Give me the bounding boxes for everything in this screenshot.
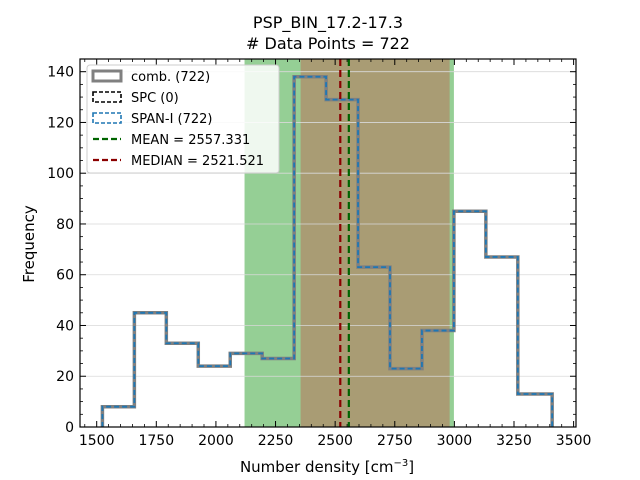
- legend-label: comb. (722): [131, 70, 210, 85]
- legend-label: SPAN-I (722): [131, 112, 213, 127]
- plot-frame: [79, 58, 577, 428]
- x-tick-label-3250: 3250: [496, 433, 532, 449]
- legend-item-span-i: SPAN-I (722): [92, 112, 213, 127]
- y-tick-label-0: 0: [65, 420, 74, 436]
- x-tick-label-2500: 2500: [317, 433, 353, 449]
- y-tick-label-120: 120: [47, 115, 74, 131]
- chart-title-line-1: PSP_BIN_17.2-17.3: [253, 13, 403, 33]
- shaded-region-2: [300, 59, 450, 427]
- y-tick-label-40: 40: [56, 318, 74, 334]
- x-tick-labels: 1500 1750 2000 2250 2500 2750 3000 3250 3500: [79, 433, 592, 449]
- x-tick-label-2000: 2000: [198, 433, 234, 449]
- x-tick-label-2250: 2250: [258, 433, 294, 449]
- x-axis-label: Number density [cm−3]: [240, 458, 414, 476]
- legend-swatch: [92, 112, 122, 124]
- x-tick-label-3500: 3500: [556, 433, 592, 449]
- reference-lines: [339, 59, 350, 427]
- histogram-steps: [100, 75, 554, 427]
- chart-title: PSP_BIN_17.2-17.3 # Data Points = 722: [246, 13, 410, 53]
- x-tick-label-1750: 1750: [138, 433, 174, 449]
- chart-title-line-2: # Data Points = 722: [246, 34, 410, 53]
- legend-label: SPC (0): [131, 91, 179, 106]
- y-axis-label: Frequency: [20, 205, 38, 283]
- axis-ticks: [80, 58, 576, 428]
- series-span-i-outline: [101, 75, 554, 427]
- y-tick-label-140: 140: [47, 65, 74, 81]
- legend-item-mean: MEAN = 2557.331: [93, 133, 250, 148]
- y-tick-label-60: 60: [56, 268, 74, 284]
- legend-label: MEDIAN = 2521.521: [131, 154, 264, 169]
- legend-item-comb: comb. (722): [91, 69, 210, 85]
- legend-box: [86, 64, 280, 174]
- y-tick-label-20: 20: [56, 369, 74, 385]
- legend: comb. (722) SPC (0) SPAN-I (722) MEAN = 255…: [86, 64, 280, 174]
- legend-item-median: MEDIAN = 2521.521: [93, 154, 264, 169]
- legend-swatch: [91, 69, 123, 83]
- legend-swatch: [92, 91, 122, 103]
- y-tick-label-100: 100: [47, 166, 74, 182]
- legend-label: MEAN = 2557.331: [131, 133, 250, 148]
- x-tick-label-2750: 2750: [377, 433, 413, 449]
- y-tick-label-80: 80: [56, 217, 74, 233]
- x-tick-label-1500: 1500: [79, 433, 115, 449]
- legend-item-spc: SPC (0): [92, 91, 179, 106]
- x-tick-label-3000: 3000: [437, 433, 473, 449]
- y-tick-labels: 0 20 40 60 80 100 120 140: [47, 65, 74, 436]
